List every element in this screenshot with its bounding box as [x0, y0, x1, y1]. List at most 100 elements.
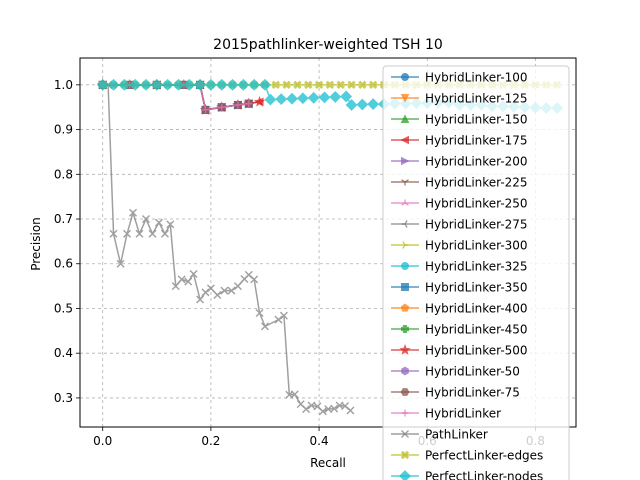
data-point [177, 275, 186, 284]
data-point [201, 106, 209, 114]
legend-entry: HybridLinker-275 [391, 218, 528, 232]
legend-label: PerfectLinker-edges [425, 449, 543, 463]
legend-entry: HybridLinker-300 [391, 239, 528, 253]
data-point [215, 78, 228, 91]
x-tick-label: 0.2 [201, 434, 220, 448]
data-point [220, 286, 229, 295]
legend-entry: HybridLinker-350 [391, 281, 528, 295]
legend: HybridLinker-100 HybridLinker-125 HybridLi… [382, 65, 570, 480]
data-point [367, 98, 380, 110]
x-axis-label: Recall [310, 456, 346, 470]
y-tick-label: 0.5 [54, 301, 73, 315]
data-point [123, 229, 132, 238]
legend-entry: HybridLinker-225 [391, 176, 528, 190]
y-tick-label: 0.3 [54, 391, 73, 405]
legend-entry: HybridLinker-325 [391, 260, 528, 274]
legend-label: HybridLinker-175 [425, 134, 528, 148]
data-point [302, 405, 311, 414]
data-point [275, 93, 288, 106]
data-point [218, 103, 226, 111]
data-point [189, 270, 198, 279]
legend-marker [400, 303, 410, 312]
legend-entry: HybridLinker-75 [391, 386, 520, 400]
data-point [135, 229, 144, 238]
data-point [346, 406, 355, 415]
y-tick-label: 0.8 [54, 167, 73, 181]
data-point [201, 288, 210, 297]
data-point [255, 308, 264, 317]
legend-marker [402, 241, 409, 249]
x-tick-label: 0.0 [93, 434, 112, 448]
data-point [226, 78, 239, 91]
data-point [154, 218, 163, 227]
data-point [290, 390, 299, 399]
legend-marker [399, 470, 411, 480]
data-point [184, 277, 193, 286]
legend-label: HybridLinker-300 [425, 239, 528, 253]
legend-marker [401, 156, 410, 166]
legend-entry: HybridLinker-100 [391, 71, 528, 85]
data-point [171, 282, 180, 291]
legend-marker [400, 450, 410, 460]
legend-label: HybridLinker-75 [425, 386, 520, 400]
data-point [213, 291, 222, 300]
data-point [160, 229, 169, 238]
chart-title: 2015pathlinker-weighted TSH 10 [213, 37, 443, 53]
legend-entry: PerfectLinker-edges [391, 449, 543, 463]
data-point [141, 215, 150, 224]
legend-label: HybridLinker-350 [425, 281, 528, 295]
legend-label: HybridLinker-200 [425, 155, 528, 169]
legend-entry: HybridLinker-50 [391, 365, 520, 379]
legend-label: HybridLinker-450 [425, 323, 528, 337]
data-point [129, 208, 138, 217]
data-point [233, 282, 242, 291]
data-point [347, 80, 356, 90]
data-point [129, 78, 142, 91]
legend-marker [401, 366, 409, 376]
legend-label: HybridLinker-500 [425, 344, 528, 358]
data-point [116, 259, 125, 268]
data-point [107, 78, 120, 91]
y-tick-label: 1.0 [54, 78, 73, 92]
data-point [196, 295, 205, 304]
data-point [279, 311, 288, 320]
data-point [358, 80, 367, 90]
legend-label: HybridLinker-400 [425, 302, 528, 316]
data-point [264, 93, 277, 106]
legend-entry: HybridLinker-450 [391, 323, 528, 337]
legend-marker [401, 325, 409, 333]
data-point [172, 78, 185, 91]
data-point [183, 78, 196, 91]
data-point [307, 91, 320, 104]
data-point [204, 78, 217, 91]
legend-marker [401, 179, 409, 186]
data-point [318, 91, 331, 104]
legend-entry: PathLinker [391, 428, 488, 442]
legend-entry: HybridLinker-500 [391, 344, 528, 358]
data-point [259, 78, 271, 91]
data-point [260, 322, 269, 331]
legend-marker [401, 220, 408, 228]
legend-entry: HybridLinker-150 [391, 113, 528, 127]
legend-label: HybridLinker-150 [425, 113, 528, 127]
legend-marker [401, 283, 409, 291]
data-point [336, 80, 345, 90]
legend-label: PerfectLinker-nodes [425, 470, 543, 480]
data-point [206, 284, 215, 293]
data-point [96, 78, 109, 91]
data-point [109, 229, 118, 238]
data-point [356, 98, 369, 111]
y-tick-label: 0.9 [54, 123, 73, 137]
data-point [250, 275, 259, 284]
data-point [345, 99, 358, 111]
legend-label: HybridLinker-50 [425, 365, 520, 379]
data-point [271, 80, 281, 90]
data-point [248, 78, 261, 91]
legend-marker [401, 199, 409, 206]
data-point [293, 80, 302, 90]
axes: 0.00.20.40.60.80.30.40.50.60.70.80.91.0 [54, 57, 577, 448]
legend-entry: HybridLinker-175 [391, 134, 528, 148]
legend-label: HybridLinker [425, 407, 501, 421]
legend-marker [401, 262, 409, 270]
